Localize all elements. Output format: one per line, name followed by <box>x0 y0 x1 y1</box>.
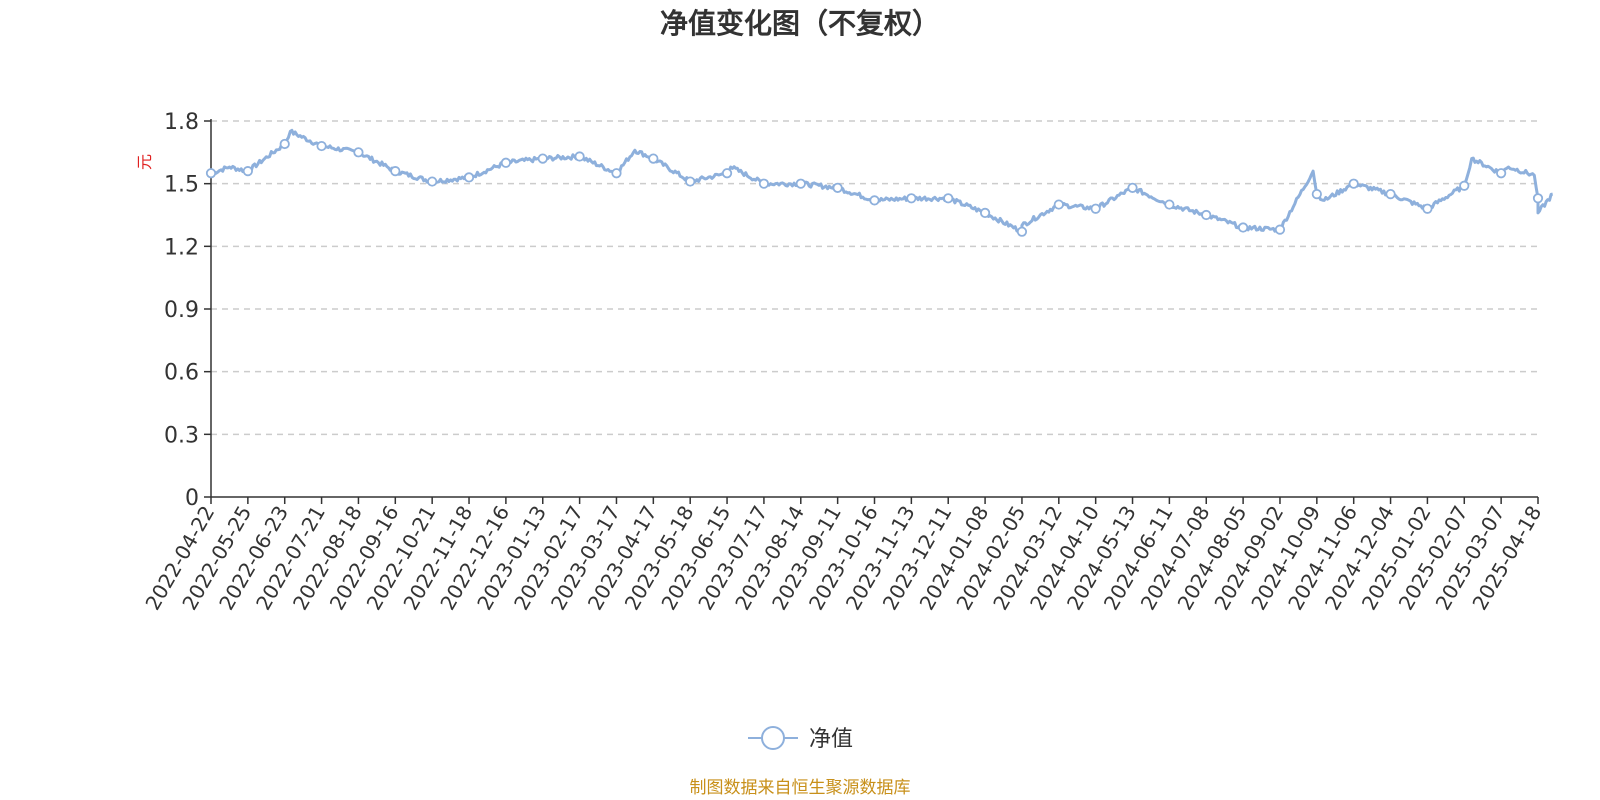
series-marker[interactable] <box>832 182 843 193</box>
series-marker[interactable] <box>574 151 585 162</box>
grid-lines <box>211 120 1538 436</box>
series-marker[interactable] <box>943 193 954 204</box>
series-marker[interactable] <box>1127 182 1138 193</box>
series-marker[interactable] <box>1459 180 1470 191</box>
y-tick-label: 0.6 <box>164 361 199 386</box>
series-marker[interactable] <box>795 178 806 189</box>
series-marker[interactable] <box>611 168 622 179</box>
series-marker[interactable] <box>353 147 364 158</box>
series-marker[interactable] <box>500 157 511 168</box>
series-marker[interactable] <box>279 138 290 150</box>
y-tick-label: 0.3 <box>164 423 199 448</box>
y-tick-label: 1.5 <box>164 173 199 198</box>
legend-marker-icon <box>761 726 785 750</box>
series-marker[interactable] <box>721 168 733 179</box>
series-marker[interactable] <box>463 172 475 183</box>
series-marker[interactable] <box>1201 209 1212 221</box>
series-marker[interactable] <box>1238 222 1249 233</box>
series-marker[interactable] <box>316 140 327 152</box>
series-marker[interactable] <box>427 176 438 187</box>
series-marker[interactable] <box>242 166 253 177</box>
series-marker[interactable] <box>1016 226 1028 237</box>
series-marker[interactable] <box>1422 203 1433 214</box>
y-tick-label: 1.2 <box>164 235 199 260</box>
series-marker[interactable] <box>1053 199 1064 210</box>
series-marker[interactable] <box>869 195 880 206</box>
series-marker[interactable] <box>1311 189 1322 200</box>
legend-label: 净值 <box>809 727 853 752</box>
series-marker[interactable] <box>1090 203 1101 214</box>
series-marker[interactable] <box>537 153 548 164</box>
series-marker[interactable] <box>1274 224 1286 235</box>
series-marker[interactable] <box>758 178 770 189</box>
series-marker[interactable] <box>1385 189 1396 200</box>
series-marker[interactable] <box>979 207 991 219</box>
y-tick-label: 1.8 <box>164 110 199 135</box>
series-marker[interactable] <box>1532 193 1544 204</box>
series-marker[interactable] <box>685 176 696 187</box>
legend[interactable]: 净值 <box>748 726 853 752</box>
chart-title: 净值变化图（不复权） <box>660 7 940 40</box>
series-marker[interactable] <box>390 166 401 177</box>
series-marker[interactable] <box>1496 168 1507 179</box>
data-source-note: 制图数据来自恒生聚源数据库 <box>690 778 911 798</box>
y-axis-unit: 元 <box>135 154 154 170</box>
series-marker[interactable] <box>1348 178 1359 189</box>
y-tick-labels: 0 0.3 0.6 0.9 1.2 1.5 1.8 <box>164 110 211 511</box>
series-marker[interactable] <box>906 193 917 204</box>
y-tick-label: 0.9 <box>164 298 199 323</box>
x-tick-labels: 2022-04-222022-05-252022-06-232022-07-21… <box>140 497 1546 614</box>
series-marker[interactable] <box>648 153 659 164</box>
series-marker[interactable] <box>1164 199 1175 210</box>
series-marker[interactable] <box>205 168 217 179</box>
series-markers <box>205 138 1544 237</box>
y-tick-label: 0 <box>185 486 199 511</box>
